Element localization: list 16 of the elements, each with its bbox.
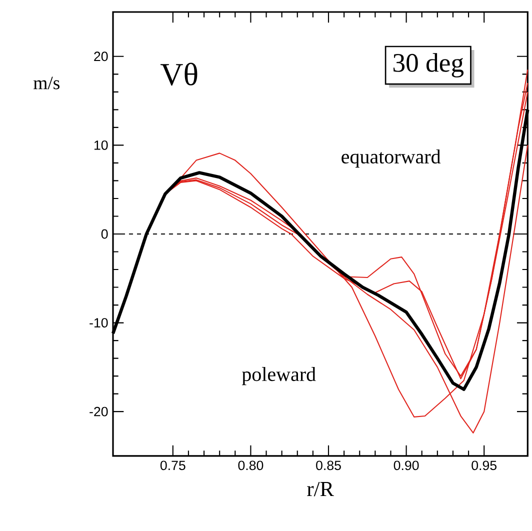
x-tick-label: 0.95 (472, 460, 497, 470)
annotation: equatorward (342, 149, 441, 168)
y-tick-label: 20 (94, 52, 108, 62)
y-tick-label: 0 (101, 229, 108, 239)
x-tick-label: 0.75 (160, 460, 186, 470)
annotation: 30 deg (394, 53, 464, 78)
annotation: poleward (242, 367, 316, 386)
annotation: Vθ (160, 62, 198, 86)
x-tick-label: 0.80 (238, 460, 264, 470)
x-tick-label: 0.85 (316, 460, 341, 470)
y-tick-label: -10 (90, 318, 108, 328)
y-tick-label: 10 (94, 140, 108, 150)
y-axis-title: m/s (34, 76, 60, 90)
x-tick-label: 0.90 (394, 460, 419, 470)
y-tick-label: -20 (90, 406, 108, 416)
x-axis-title: r/R (307, 482, 334, 496)
